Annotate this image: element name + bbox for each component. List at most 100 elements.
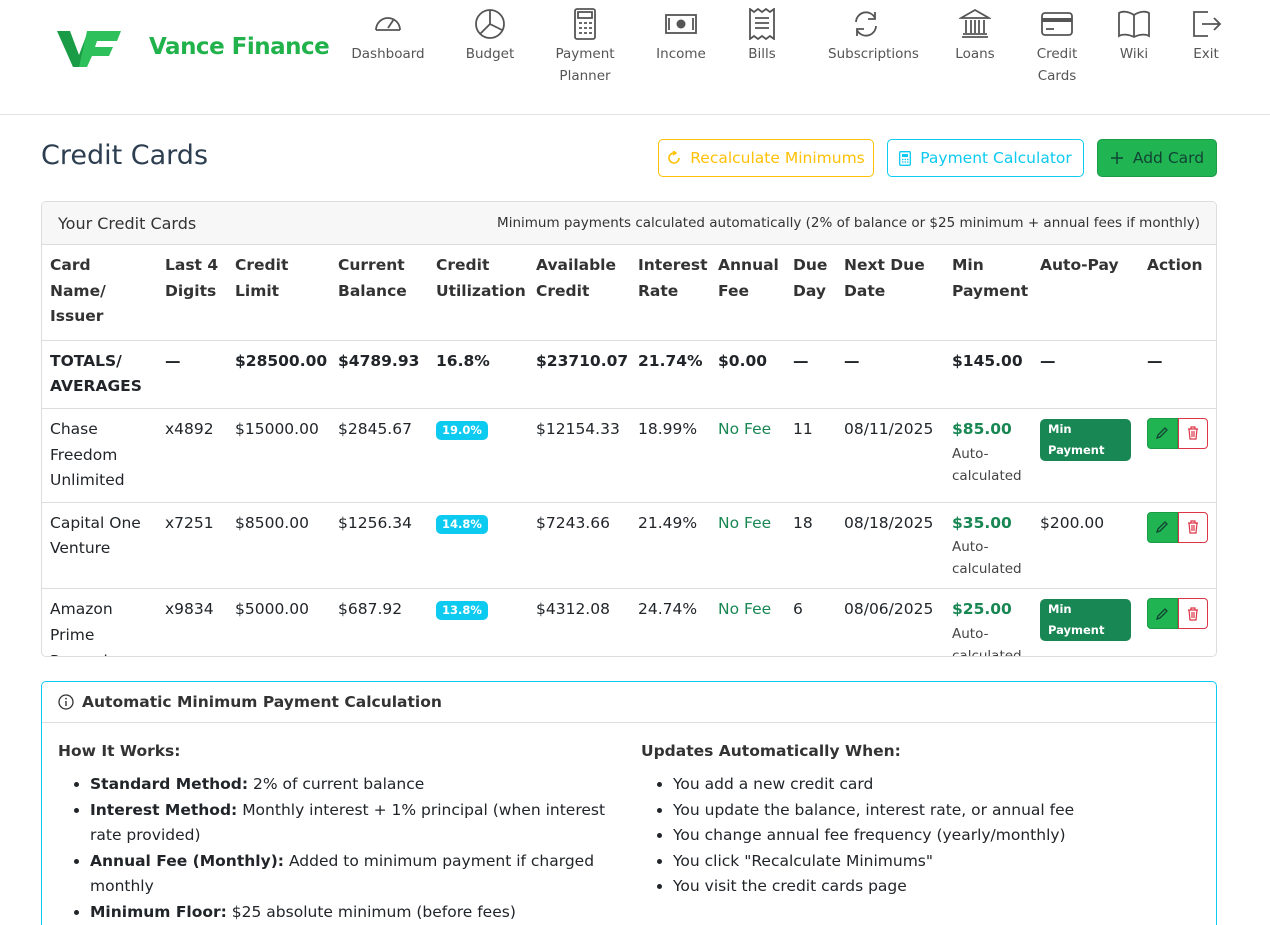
nav-icon (375, 17, 401, 31)
edit-button[interactable] (1147, 511, 1178, 543)
cell-fee: No Fee (710, 588, 785, 656)
action-button[interactable]: Add Card (1097, 139, 1217, 177)
edit-icon (1156, 427, 1169, 440)
nav-item[interactable]: Bills (707, 8, 817, 65)
column-header: Min Payment (944, 245, 1032, 341)
nav-icon (855, 11, 877, 37)
nav-item[interactable]: Wiki (1079, 8, 1189, 65)
totals-row: TOTALS/ AVERAGES — $28500.00 $4789.93 16.8% $… (42, 340, 1216, 409)
nav-item[interactable]: Subscriptions (811, 8, 921, 65)
total-cell: $145.00 (944, 340, 1032, 409)
cell-last4: x7251 (157, 502, 227, 590)
nav-icon (959, 8, 991, 38)
cell-last4: x9834 (157, 588, 227, 656)
column-heading: How It Works: (58, 742, 181, 760)
cell-action (1139, 502, 1216, 590)
column-header: Current Balance (330, 245, 428, 341)
info-panel: Automatic Minimum Payment Calculation Ho… (41, 681, 1217, 925)
delete-button[interactable] (1177, 598, 1208, 630)
nav-icon (749, 8, 775, 40)
column-header: Due Day (785, 245, 836, 341)
edit-button[interactable] (1147, 598, 1178, 630)
cell-limit: $5000.00 (227, 588, 330, 656)
autopay-badge: Min Payment (1040, 418, 1131, 461)
column-header: Annual Fee (710, 245, 785, 341)
update-item: You visit the credit cards page (673, 874, 1201, 900)
total-cell: TOTALS/ AVERAGES (42, 340, 157, 409)
nav-label: Income (656, 46, 706, 62)
cell-min-payment: $85.00 Auto-calculated (944, 408, 1032, 503)
action-button[interactable]: Payment Calculator (887, 139, 1084, 177)
cell-balance: $687.92 (330, 588, 428, 656)
cell-next_due: 08/18/2025 (836, 502, 944, 590)
cell-rate: 21.49% (630, 502, 710, 590)
cell-available: $12154.33 (528, 408, 630, 503)
action-group (1147, 598, 1208, 630)
nav-item[interactable]: Income (626, 8, 736, 65)
nav-item[interactable]: Payment Planner (530, 8, 640, 87)
delete-icon (1187, 426, 1198, 441)
delete-button[interactable] (1177, 417, 1208, 449)
cell-available: $4312.08 (528, 588, 630, 656)
min-payment: $35.00 (952, 513, 1012, 532)
brand-name: Vance Finance (149, 34, 330, 60)
total-cell: — (785, 340, 836, 409)
nav-label: Loans (955, 46, 995, 62)
nav-item[interactable]: Dashboard (333, 8, 443, 65)
cell-action (1139, 408, 1216, 503)
delete-icon (1187, 607, 1198, 621)
column-header: Credit Utilization (428, 245, 528, 341)
min-payment: $25.00 (952, 600, 1012, 619)
update-item: You add a new credit card (673, 772, 1201, 798)
utilization-badge: 13.8% (436, 601, 488, 621)
panel-header: Your Credit Cards Minimum payments calcu… (42, 202, 1216, 245)
card-row: Amazon Prime Rewardsx9834$5000.00$687.92… (42, 588, 1216, 657)
column-heading: Updates Automatically When: (641, 742, 901, 760)
nav-icon (475, 9, 505, 39)
page-title: Credit Cards (41, 140, 209, 171)
cell-rate: 18.99% (630, 408, 710, 503)
cell-last4: x4892 (157, 408, 227, 503)
method-item: Standard Method: 2% of current balance (90, 772, 628, 798)
updates: Updates Automatically When: You add a ne… (641, 742, 1201, 900)
nav-icon (574, 8, 596, 40)
column-header: Card Name/ Issuer (42, 245, 157, 341)
header-row: Card Name/ Issuer Last 4 Digits Credit Lim… (42, 245, 1216, 341)
top-bar: Vance Finance Dashboard Budget Payment Pla… (0, 0, 1270, 115)
action-button[interactable]: Recalculate Minimums (658, 139, 874, 177)
total-cell: $28500.00 (227, 340, 330, 409)
column-header: Action (1139, 245, 1216, 341)
logo (57, 31, 121, 67)
min-note: Auto-calculated (952, 625, 1022, 657)
card-row: Capital One Venture x7251 $8500.00 $1256.34… (42, 502, 1216, 590)
total-cell: $23710.07 (528, 340, 630, 409)
cell-limit: $8500.00 (227, 502, 330, 590)
total-cell: — (157, 340, 227, 409)
total-cell: — (1139, 340, 1216, 409)
nav-label: Wiki (1119, 46, 1149, 62)
delete-button[interactable] (1177, 511, 1208, 543)
nav-item[interactable]: Exit (1151, 8, 1261, 65)
nav-label: Budget (465, 46, 515, 62)
method-item: Annual Fee (Monthly): Added to minimum p… (90, 849, 628, 900)
column-header: Credit Limit (227, 245, 330, 341)
info-title: Automatic Minimum Payment Calculation (82, 693, 442, 711)
nav-item[interactable]: Credit Cards (1002, 8, 1112, 87)
cell-utilization: 19.0% (428, 408, 528, 503)
cell-rate: 24.74% (630, 588, 710, 656)
edit-button[interactable] (1147, 417, 1178, 449)
nav-item[interactable]: Loans (920, 8, 1030, 65)
button-label: Payment Calculator (920, 149, 1072, 167)
button-label: Add Card (1132, 149, 1205, 167)
cell-balance: $2845.67 (330, 408, 428, 503)
update-item: You change annual fee frequency (yearly/… (673, 823, 1201, 849)
cell-autopay: $200.00 (1032, 502, 1139, 590)
cell-autopay: Min Payment (1032, 588, 1139, 656)
method-term: Standard Method: (90, 775, 249, 793)
column-header: Next Due Date (836, 245, 944, 341)
cell-due_day: 6 (785, 588, 836, 656)
nav-label: Subscriptions (828, 46, 919, 62)
nav-label: Bills (748, 46, 776, 62)
method-text: Monthly interest + 1% principal (when in… (90, 800, 606, 845)
nav-item[interactable]: Budget (435, 8, 545, 65)
